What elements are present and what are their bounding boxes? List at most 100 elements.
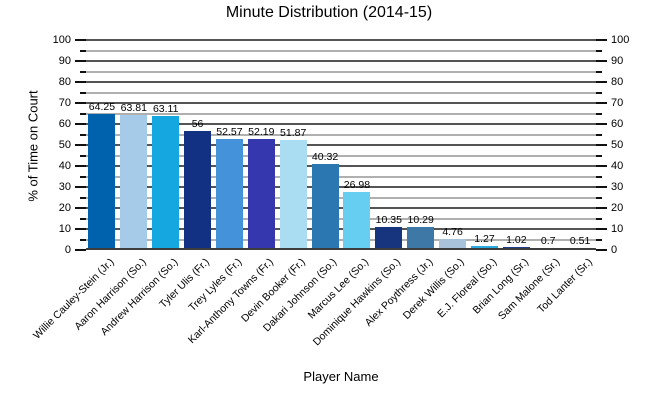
y-tick-left [80,175,86,178]
bar [88,114,116,249]
y-tick-left [80,154,86,157]
minor-gridline [86,217,596,220]
plot-area: 64.25 63.81 63.11 56 52.57 52.19 51.87 40.32 26.… [86,39,596,250]
x-axis-baseline [86,248,596,250]
y-tick-label-left: 80 [58,76,71,88]
y-tick-left [75,81,86,83]
bar [215,138,243,249]
minor-gridline [86,238,596,241]
bar-value-label: 52.57 [216,125,243,138]
minor-gridline [86,196,596,199]
minor-gridline [86,91,596,94]
major-gridline [86,102,596,104]
y-tick-right [596,123,607,125]
y-tick-label-right: 80 [611,76,624,88]
bar [184,131,212,249]
minor-gridline [86,154,596,157]
y-tick-right [596,165,607,167]
y-tick-left [75,165,86,167]
y-tick-left [80,217,86,220]
bar-value-label: 10.35 [375,214,402,227]
bar-value-label: 52.19 [248,126,275,139]
major-gridline [86,186,596,188]
major-gridline [86,144,596,146]
y-tick-right [596,102,607,104]
y-tick-left [80,133,86,136]
y-tick-left [80,196,86,199]
y-tick-right [596,217,602,220]
y-tick-label-left: 10 [58,223,71,235]
bar [407,227,435,249]
bar-value-label: 0.7 [540,234,556,247]
bar-value-label: 10.29 [407,214,434,227]
bar [120,115,148,249]
y-tick-right [596,186,607,188]
y-tick-left [80,49,86,52]
bar-value-label: 40.32 [311,151,339,164]
bar-value-label: 4.76 [442,226,463,239]
y-tick-left [75,60,86,62]
y-tick-right [596,207,607,209]
bar [470,246,498,249]
y-tick-label-left: 50 [58,139,71,151]
y-tick-label-left: 70 [58,97,71,109]
y-tick-right [596,175,602,178]
chart-title: Minute Distribution (2014-15) [225,4,433,21]
major-gridline [86,81,596,83]
y-tick-right [596,238,602,241]
y-tick-label-left: 90 [58,55,71,67]
y-tick-label-left: 100 [52,34,71,46]
y-tick-right [596,81,607,83]
y-tick-right [596,60,607,62]
minor-gridline [86,133,596,136]
major-gridline [86,39,596,41]
y-tick-label-right: 40 [611,160,624,172]
major-gridline [86,123,596,125]
minor-gridline [86,49,596,52]
y-tick-left [80,70,86,73]
y-tick-right [596,39,607,41]
y-tick-label-left: 20 [58,202,71,214]
y-tick-left [75,207,86,209]
y-tick-label-right: 20 [611,202,624,214]
y-tick-right [596,70,602,73]
y-tick-label-right: 70 [611,97,624,109]
y-tick-label-right: 0 [611,244,618,256]
y-tick-left [75,186,86,188]
y-tick-right [596,228,607,230]
bar [311,164,339,249]
y-tick-right [596,154,602,157]
y-tick-right [596,112,602,115]
bar-value-label: 51.87 [280,127,307,140]
major-gridline [86,207,596,209]
bar [375,227,403,249]
x-axis-title: Player Name [303,369,379,384]
y-tick-left [75,39,86,41]
y-tick-label-right: 50 [611,139,624,151]
y-tick-left [75,144,86,146]
bar [247,139,275,249]
minor-gridline [86,112,596,115]
bar [152,116,180,249]
y-tick-label-left: 40 [58,160,71,172]
y-tick-label-left: 60 [58,118,71,130]
minor-gridline [86,70,596,73]
y-tick-label-right: 30 [611,181,624,193]
y-tick-left [75,228,86,230]
y-tick-label-right: 60 [611,118,624,130]
y-tick-right [596,49,602,52]
y-tick-right [596,144,607,146]
bar-value-label: 26.98 [343,179,371,192]
y-tick-label-right: 100 [611,34,630,46]
bar [439,239,467,249]
y-tick-left [80,112,86,115]
y-tick-left [80,91,86,94]
y-tick-left [75,249,86,251]
y-tick-right [596,249,607,251]
major-gridline [86,165,596,167]
minor-gridline [86,175,596,178]
bar-value-label: 1.27 [474,233,495,246]
major-gridline [86,228,596,230]
y-tick-left [80,238,86,241]
